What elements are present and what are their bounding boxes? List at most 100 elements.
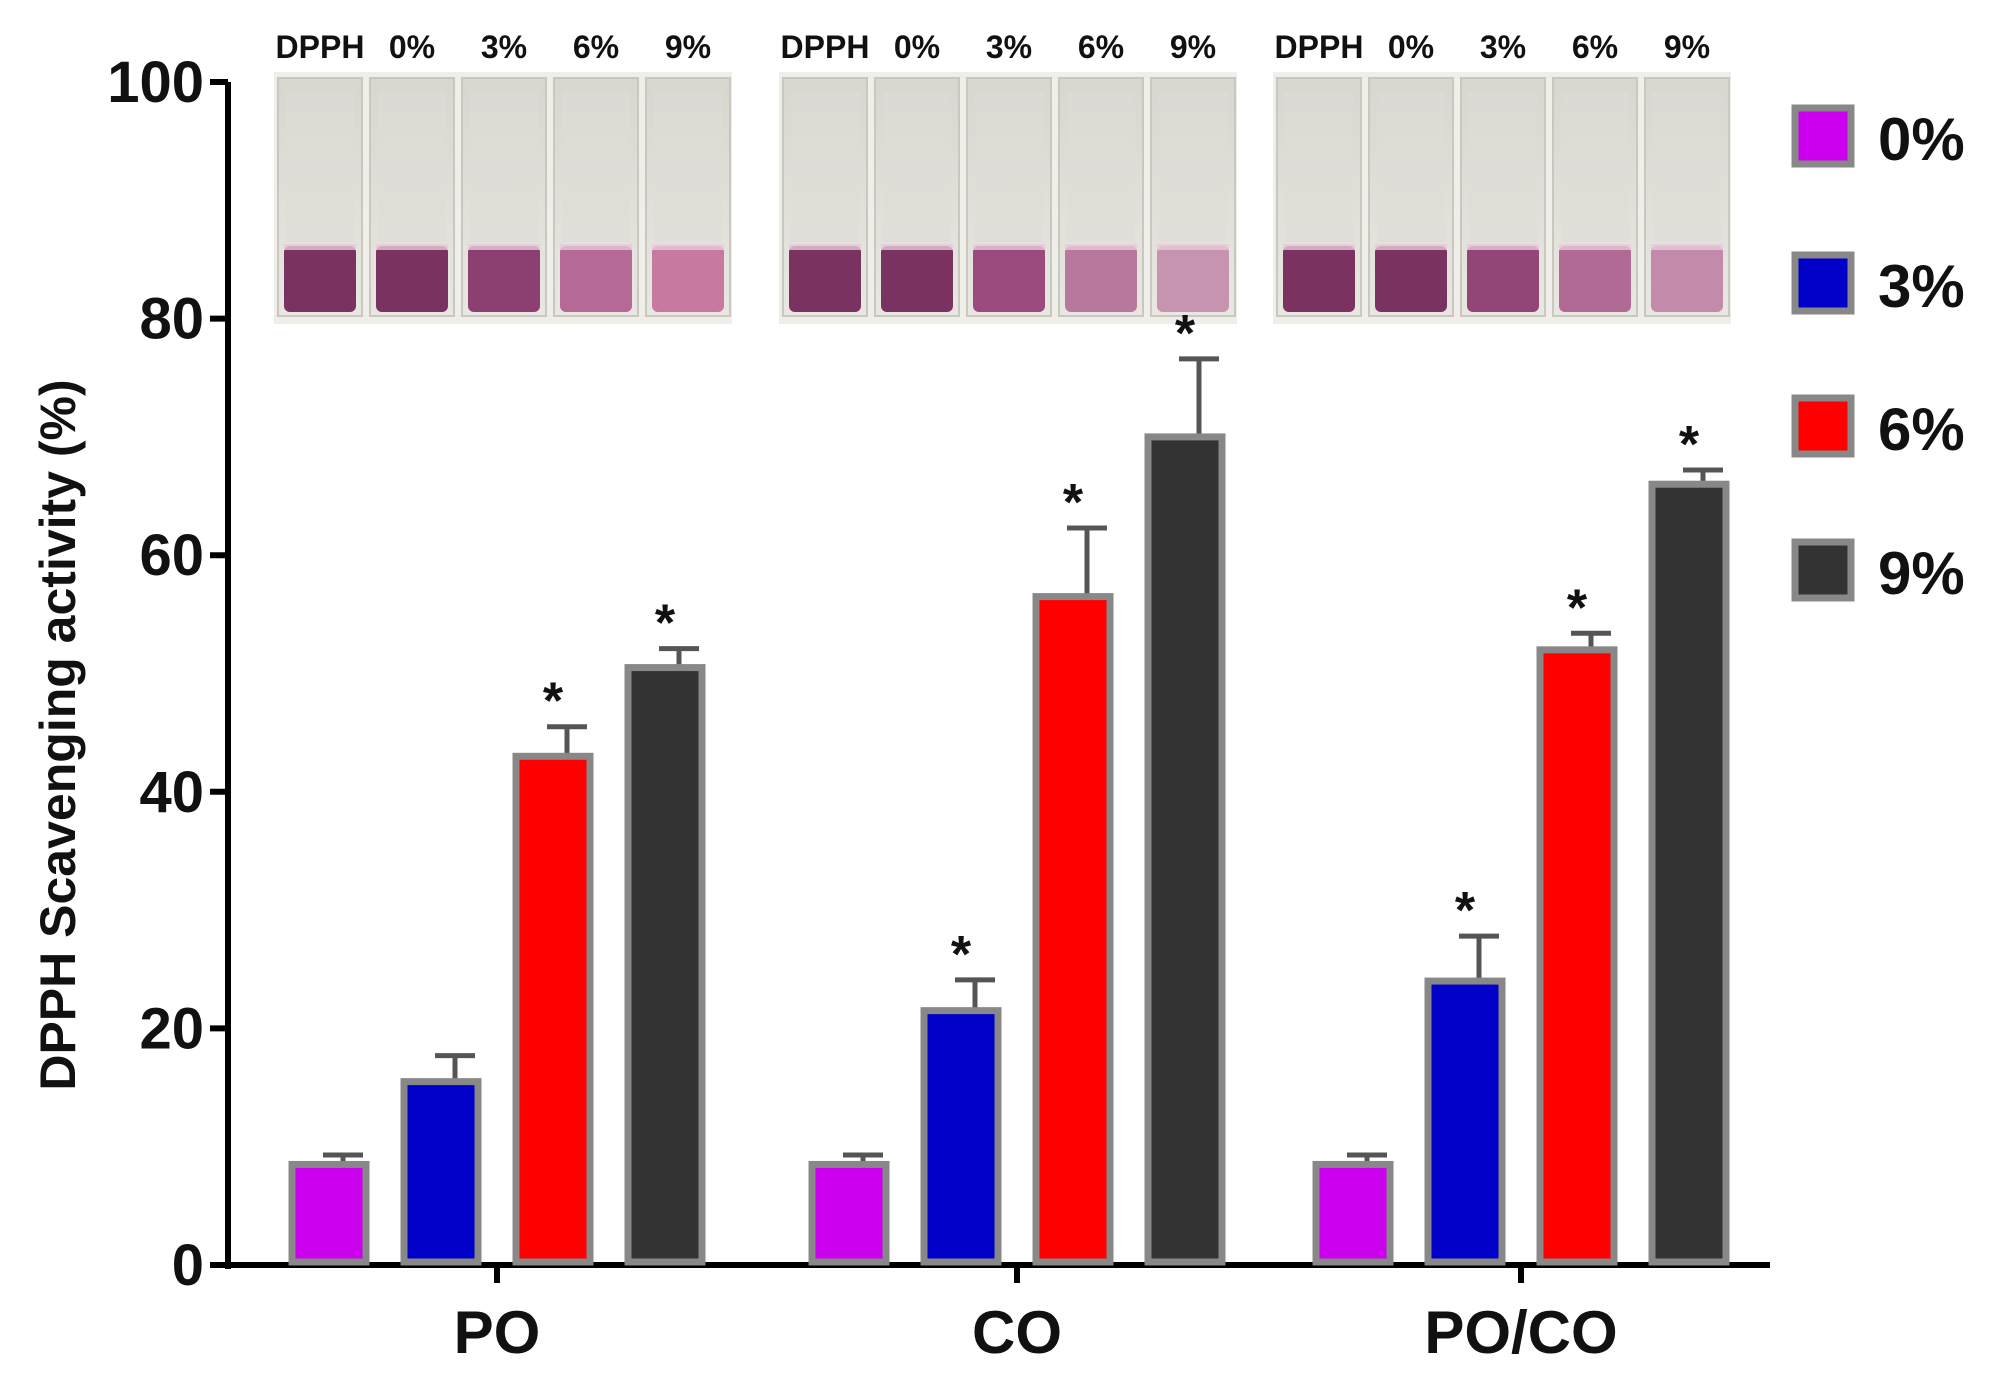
vial-label: 3%: [481, 29, 527, 65]
vial-glass-highlight: [470, 92, 538, 242]
vial-liquid: [881, 246, 953, 312]
vial-glass-highlight: [1159, 92, 1227, 242]
y-tick-label: 20: [139, 996, 204, 1061]
bar: [808, 1160, 890, 1266]
vial-meniscus: [1157, 244, 1229, 250]
vial-glass-highlight: [654, 92, 722, 242]
vial-liquid: [789, 246, 861, 312]
vial-label: 0%: [389, 29, 435, 65]
significance-marker: *: [1063, 474, 1084, 532]
vial-meniscus: [652, 244, 724, 250]
vial-meniscus: [1559, 244, 1631, 250]
vial-glass-highlight: [1067, 92, 1135, 242]
x-tick-label: PO: [454, 1299, 541, 1366]
y-tick-label: 60: [139, 523, 204, 588]
vial-label: DPPH: [276, 29, 365, 65]
legend: 0% 3% 6% 9%: [1791, 104, 1965, 607]
bars: * * * * * * * *: [288, 305, 1730, 1266]
significance-marker: *: [1567, 579, 1588, 637]
legend-label: 9%: [1878, 540, 1965, 607]
significance-marker: *: [543, 673, 564, 731]
significance-marker: *: [951, 926, 972, 984]
vial-liquid: [1157, 246, 1229, 312]
vial-label: 3%: [986, 29, 1032, 65]
y-tick-label: 40: [139, 760, 204, 825]
vial-label: 6%: [1078, 29, 1124, 65]
bar: [400, 1078, 482, 1266]
significance-marker: *: [655, 595, 676, 653]
vial-meniscus: [468, 244, 540, 250]
vial-meniscus: [789, 244, 861, 250]
bar: [1648, 480, 1730, 1266]
vial-liquid: [284, 246, 356, 312]
vial-label: 9%: [665, 29, 711, 65]
bar: [1032, 593, 1114, 1266]
vial-glass-highlight: [1377, 92, 1445, 242]
vial-liquid: [1651, 246, 1723, 312]
bar: [288, 1160, 370, 1266]
legend-swatch: [1791, 251, 1855, 315]
vial-meniscus: [376, 244, 448, 250]
x-tick-label: PO/CO: [1424, 1299, 1617, 1366]
vial-glass-highlight: [1285, 92, 1353, 242]
vial-label: 9%: [1664, 29, 1710, 65]
vial-glass-highlight: [791, 92, 859, 242]
bar: [1536, 646, 1618, 1266]
significance-marker: *: [1175, 305, 1196, 363]
vial-liquid: [468, 246, 540, 312]
legend-label: 6%: [1878, 396, 1965, 463]
vial-liquid: [1559, 246, 1631, 312]
vial-meniscus: [1283, 244, 1355, 250]
vial-meniscus: [1065, 244, 1137, 250]
axes: 0 20 40 60 80 100 PO CO PO/CO: [107, 50, 1770, 1366]
legend-swatch: [1791, 394, 1855, 458]
vial-liquid: [376, 246, 448, 312]
vial-label: 6%: [573, 29, 619, 65]
legend-label: 3%: [1878, 253, 1965, 320]
bar: [920, 1007, 1002, 1266]
vial-liquid: [973, 246, 1045, 312]
legend-label: 0%: [1878, 106, 1965, 173]
vial-meniscus: [1467, 244, 1539, 250]
vial-liquid: [1375, 246, 1447, 312]
legend-swatch: [1791, 104, 1855, 168]
vial-glass-highlight: [975, 92, 1043, 242]
bar: [1144, 433, 1226, 1266]
vial-meniscus: [1651, 244, 1723, 250]
vial-label: 3%: [1480, 29, 1526, 65]
vial-meniscus: [284, 244, 356, 250]
inset-vial-photo: DPPH 0% 3% 6% 9% DPPH 0% 3% 6% 9% DPPH 0% 3% 6% 9%: [274, 29, 1731, 324]
y-tick-label: 100: [107, 50, 204, 115]
vial-label: DPPH: [1275, 29, 1364, 65]
vial-meniscus: [1375, 244, 1447, 250]
vial-label: 0%: [1388, 29, 1434, 65]
vial-label: 0%: [894, 29, 940, 65]
vial-meniscus: [973, 244, 1045, 250]
y-tick-label: 0: [172, 1233, 204, 1298]
x-tick-label: CO: [972, 1299, 1062, 1366]
significance-marker: *: [1679, 416, 1700, 474]
vial-liquid: [1467, 246, 1539, 312]
vial-glass-highlight: [1469, 92, 1537, 242]
vial-label: 9%: [1170, 29, 1216, 65]
significance-marker: *: [1455, 882, 1476, 940]
vial-glass-highlight: [1653, 92, 1721, 242]
vial-glass-highlight: [562, 92, 630, 242]
bar: [624, 664, 706, 1266]
vial-liquid: [1283, 246, 1355, 312]
bar: [1424, 977, 1506, 1266]
legend-swatch: [1791, 538, 1855, 602]
vial-meniscus: [881, 244, 953, 250]
vial-glass-highlight: [286, 92, 354, 242]
vial-liquid: [652, 246, 724, 312]
vial-liquid: [1065, 246, 1137, 312]
vial-meniscus: [560, 244, 632, 250]
vial-glass-highlight: [883, 92, 951, 242]
vial-label: 6%: [1572, 29, 1618, 65]
y-axis-label: DPPH Scavenging activity (%): [30, 379, 86, 1090]
vial-label: DPPH: [781, 29, 870, 65]
vial-glass-highlight: [378, 92, 446, 242]
y-tick-label: 80: [139, 287, 204, 352]
bar: [1312, 1160, 1394, 1266]
